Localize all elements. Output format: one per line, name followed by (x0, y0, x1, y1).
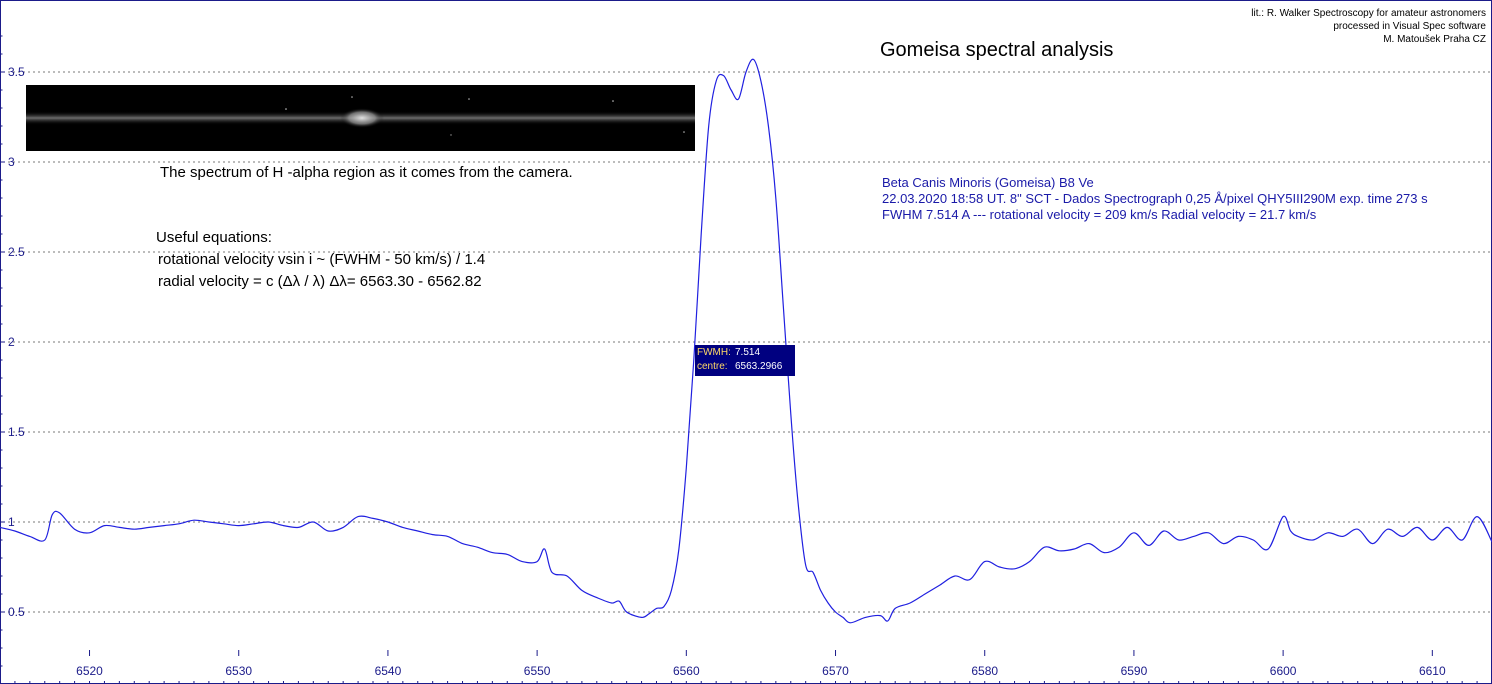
x-tick-label: 6580 (971, 664, 998, 678)
centre-value: 6563.2966 (735, 361, 783, 372)
credit-software: processed in Visual Spec software (1333, 21, 1486, 32)
y-tick-label: 0.5 (8, 605, 25, 619)
credit-author: M. Matoušek Praha CZ (1383, 34, 1486, 45)
x-tick-label: 6560 (673, 664, 700, 678)
rotational-velocity-equation: rotational velocity vsin i ~ (FWHM - 50 … (158, 251, 486, 268)
x-tick-label: 6590 (1121, 664, 1148, 678)
star-info-name: Beta Canis Minoris (Gomeisa) B8 Ve (882, 175, 1094, 190)
x-tick-label: 6600 (1270, 664, 1297, 678)
equations-heading: Useful equations: (156, 229, 272, 246)
y-tick-label: 2 (8, 335, 15, 349)
x-tick-label: 6520 (76, 664, 103, 678)
fwhm-label: FWMH: (697, 347, 731, 358)
y-tick-label: 1 (8, 515, 15, 529)
y-tick-label: 1.5 (8, 425, 25, 439)
camera-caption: The spectrum of H -alpha region as it co… (160, 164, 573, 181)
x-tick-label: 6530 (225, 664, 252, 678)
x-tick-label: 6540 (375, 664, 402, 678)
x-tick-label: 6550 (524, 664, 551, 678)
x-tick-label: 6610 (1419, 664, 1446, 678)
fwhm-value: 7.514 (735, 347, 761, 358)
fwhm-readout-box: FWMH: 7.514 centre: 6563.2966 (695, 345, 795, 376)
x-tick-label: 6570 (822, 664, 849, 678)
spectrum-line (0, 58, 1492, 624)
star-info-results: FWHM 7.514 A --- rotational velocity = 2… (882, 207, 1317, 222)
chart-title: Gomeisa spectral analysis (880, 39, 1114, 61)
y-tick-label: 3 (8, 155, 15, 169)
y-axis: 0.5 1 1.5 2 2.5 3 3.5 (0, 35, 25, 667)
camera-spectrum-image (26, 85, 695, 151)
y-tick-label: 3.5 (8, 65, 25, 79)
x-axis: 6520 6530 6540 6550 6560 6570 6580 6590 6600 6610 (0, 650, 1492, 684)
radial-velocity-equation: radial velocity = c (Δλ / λ) Δλ= 6563.30… (158, 273, 482, 290)
centre-label: centre: (697, 361, 728, 372)
star-info-observation: 22.03.2020 18:58 UT. 8" SCT - Dados Spec… (882, 191, 1428, 206)
y-tick-label: 2.5 (8, 245, 25, 259)
grid-lines (8, 71, 1490, 613)
credit-literature: lit.: R. Walker Spectroscopy for amateur… (1251, 8, 1486, 19)
